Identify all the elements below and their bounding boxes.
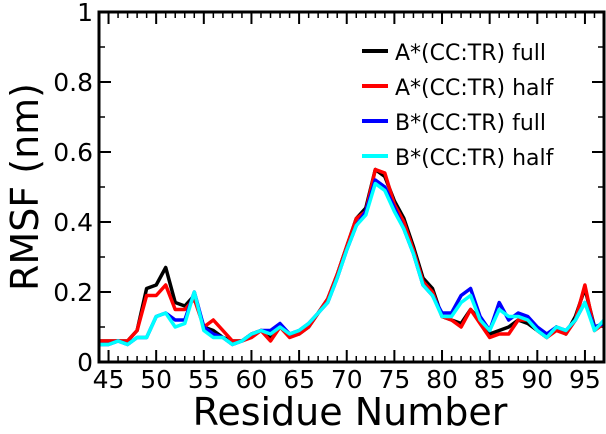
series-lines xyxy=(99,167,604,347)
x-tick-label: 85 xyxy=(474,365,506,394)
y-tick-label: 1 xyxy=(77,0,93,27)
y-axis-label: RMSF (nm) xyxy=(3,83,47,291)
x-tick-label: 60 xyxy=(236,365,268,394)
y-tick-label: 0 xyxy=(77,348,93,377)
x-tick-label: 65 xyxy=(283,365,315,394)
y-tick-label: 0.6 xyxy=(53,138,93,167)
legend-label: B*(CC:TR) half xyxy=(395,146,555,171)
legend-label: B*(CC:TR) full xyxy=(395,111,546,136)
y-tick-label: 0.8 xyxy=(53,68,93,97)
x-tick-label: 95 xyxy=(569,365,601,394)
legend-label: A*(CC:TR) full xyxy=(395,41,546,66)
y-tick-label: 0.2 xyxy=(53,278,93,307)
series-line-2 xyxy=(99,167,604,343)
x-tick-label: 80 xyxy=(426,365,458,394)
series-line-4 xyxy=(99,181,604,347)
x-tick-label: 70 xyxy=(331,365,363,394)
legend: A*(CC:TR) full A*(CC:TR) half B*(CC:TR) fu… xyxy=(362,41,555,171)
plot-frame xyxy=(97,10,606,364)
x-tick-label: 50 xyxy=(140,365,172,394)
x-axis-label: Residue Number xyxy=(193,390,508,434)
x-tick-label: 75 xyxy=(378,365,410,394)
x-tick-label: 90 xyxy=(521,365,553,394)
x-tick-label: 55 xyxy=(188,365,220,394)
legend-label: A*(CC:TR) half xyxy=(395,76,555,101)
x-tick-label: 45 xyxy=(93,365,125,394)
tick-labels: 45 50 55 60 65 70 75 80 85 90 95 0 0.2 0.4 0.6 0.8 1 xyxy=(53,0,601,394)
y-tick-label: 0.4 xyxy=(53,208,93,237)
